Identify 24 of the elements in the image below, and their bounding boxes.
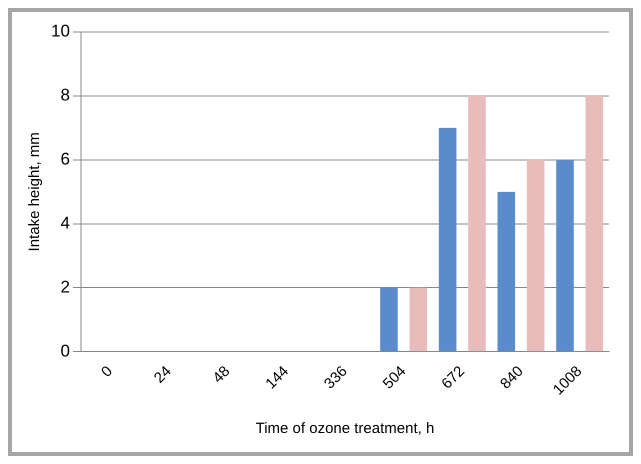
y-tick-label: 0 [60,341,70,360]
y-tick-label: 6 [60,150,70,169]
y-axis-title: Intake height, mm [26,132,44,252]
y-tick-label: 2 [60,277,70,296]
bar [526,160,544,352]
x-tick-label: 24 [150,362,175,387]
x-tick-label: 0 [98,362,116,381]
x-tick-label: 336 [320,362,351,392]
x-tick-label: 840 [497,362,527,392]
bar [586,96,604,352]
bar [556,160,574,352]
x-tick-label: 504 [380,362,410,392]
x-tick-label: 144 [262,362,292,392]
x-tick-label: 672 [438,362,468,392]
bar [380,288,398,352]
y-tick-label: 4 [60,213,70,232]
bar [468,96,486,352]
x-axis-title: Time of ozone treatment, h [256,420,434,438]
bar [438,128,456,352]
x-tick-label: 48 [210,362,234,387]
bar [498,192,516,352]
bar [410,288,428,352]
y-tick-label: 10 [50,22,70,41]
y-tick-label: 8 [60,86,70,105]
